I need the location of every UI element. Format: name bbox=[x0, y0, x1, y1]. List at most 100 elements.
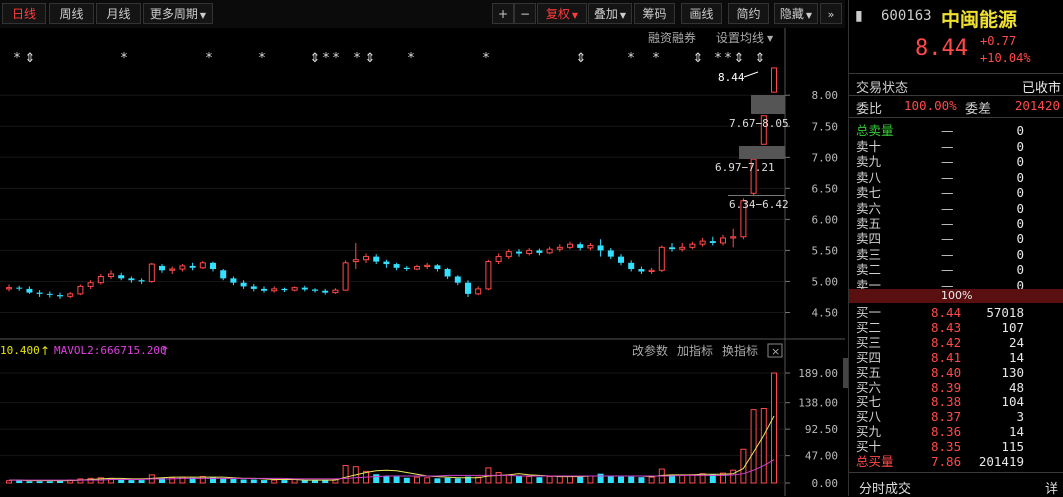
simple-mode-button[interactable]: 简约 bbox=[728, 3, 769, 24]
sell-total-value: 0 bbox=[1016, 123, 1024, 138]
kline-chart[interactable]: 融资融券 设置均线 ▼ * ⇕ * * * ⇕ * * * ⇕ * * ⇕ * * ⇕ * * ⇕ ⇕ 8.00 7.5… bbox=[0, 28, 849, 496]
add-indicator-button[interactable]: 加指标 bbox=[677, 343, 713, 358]
buy-order-row[interactable]: 买二 8.43 107 bbox=[849, 319, 1063, 336]
menu-icon[interactable]: ▮ bbox=[855, 8, 863, 24]
volume-bar-down bbox=[26, 481, 33, 483]
candle-body-down bbox=[240, 282, 247, 287]
zoom-out-button[interactable]: − bbox=[514, 3, 536, 24]
detail-button[interactable]: 详 bbox=[1044, 482, 1058, 497]
volume-bar-down bbox=[516, 476, 522, 483]
sell-level-label: 卖七 bbox=[856, 185, 882, 201]
overlay-dropdown[interactable]: 叠加 ▼ bbox=[588, 3, 632, 24]
candle-body-down bbox=[669, 247, 675, 250]
buy-order-row[interactable]: 买六 8.39 48 bbox=[849, 379, 1063, 396]
candle-body-down bbox=[577, 244, 584, 248]
sell-order-row[interactable]: 卖二 — 0 bbox=[849, 261, 1063, 278]
sell-order-row[interactable]: 卖十 — 0 bbox=[849, 138, 1063, 155]
more-period-dropdown[interactable]: 更多周期 ▼ bbox=[143, 3, 213, 24]
candle-body-down bbox=[383, 261, 390, 265]
sell-order-row[interactable]: 卖五 — 0 bbox=[849, 215, 1063, 232]
sell-order-row[interactable]: 卖四 — 0 bbox=[849, 230, 1063, 247]
candles-layer bbox=[6, 67, 777, 299]
panel-splitter-handle[interactable] bbox=[843, 358, 849, 388]
draw-line-button[interactable]: 画线 bbox=[681, 3, 722, 24]
candle-body-up bbox=[271, 288, 278, 292]
sell-order-row[interactable]: 卖六 — 0 bbox=[849, 200, 1063, 217]
buy-order-row[interactable]: 买十 8.35 115 bbox=[849, 438, 1063, 455]
updown-marker-icon: ⇕ bbox=[25, 51, 36, 66]
sell-order-row[interactable]: 卖三 — 0 bbox=[849, 246, 1063, 263]
quote-panel: ▮ 600163 中闽能源 8.44 +0.77 +10.04% 交易状态 已收… bbox=[848, 0, 1063, 497]
candle-body-up bbox=[87, 282, 94, 287]
candle-body-down bbox=[210, 262, 216, 270]
price-change-pct: +10.04% bbox=[980, 51, 1031, 65]
event-markers[interactable]: * ⇕ * * * ⇕ * * * ⇕ * * ⇕ * * ⇕ * * ⇕ ⇕ bbox=[14, 51, 766, 66]
buy-order-row[interactable]: 买三 8.42 24 bbox=[849, 334, 1063, 351]
volume-bar-up bbox=[414, 476, 420, 484]
sell-order-row[interactable]: 卖七 — 0 bbox=[849, 184, 1063, 201]
close-indicator-button[interactable] bbox=[767, 343, 783, 358]
price-tick-label: 7.50 bbox=[812, 120, 839, 133]
buy-order-row[interactable]: 买八 8.37 3 bbox=[849, 408, 1063, 425]
sell-level-label: 卖三 bbox=[856, 246, 882, 262]
asterisk-marker-icon: * bbox=[323, 51, 330, 66]
sell-order-row[interactable]: 卖八 — 0 bbox=[849, 169, 1063, 186]
fuquan-dropdown[interactable]: 复权 ▼ bbox=[537, 3, 587, 24]
candle-body-down bbox=[536, 250, 543, 253]
candle-body-down bbox=[618, 256, 624, 263]
set-ma-link[interactable]: 设置均线 bbox=[716, 31, 764, 45]
tab-weekly[interactable]: 周线 bbox=[49, 3, 94, 24]
switch-indicator-button[interactable]: 换指标 bbox=[722, 343, 758, 358]
buy-total-label: 总买量 bbox=[856, 454, 894, 469]
change-params-button[interactable]: 改参数 bbox=[632, 343, 668, 358]
volume-bar-down bbox=[46, 481, 53, 483]
candle-body-down bbox=[57, 295, 63, 297]
candle-body-down bbox=[709, 241, 716, 243]
rzrq-link[interactable]: 融资融券 bbox=[648, 30, 696, 45]
collapse-panel-icon[interactable]: » bbox=[820, 3, 842, 24]
hide-dropdown[interactable]: 隐藏 ▼ bbox=[774, 3, 818, 24]
chart-toolbar: 日线 周线 月线 更多周期 ▼ + − 复权 ▼ 叠加 ▼ 筹码 画线 简约 隐藏 ▼ … bbox=[0, 0, 845, 28]
candle-body-up bbox=[199, 262, 206, 269]
sell-order-row[interactable]: 卖九 — 0 bbox=[849, 153, 1063, 170]
tab-monthly[interactable]: 月线 bbox=[96, 3, 141, 24]
candle-body-down bbox=[403, 267, 410, 270]
sell-level-label: 卖九 bbox=[856, 154, 882, 170]
tab-tick-trades[interactable]: 分时成交 bbox=[859, 482, 912, 497]
sell-level-label: 卖六 bbox=[856, 200, 882, 216]
sell-level-volume: 0 bbox=[1016, 231, 1024, 247]
sell-level-label: 卖五 bbox=[856, 216, 882, 231]
candle-body-up bbox=[546, 248, 553, 254]
candle-body-up bbox=[179, 265, 186, 270]
sell-order-row[interactable]: 卖一 — 0 bbox=[849, 277, 1063, 294]
chips-button[interactable]: 筹码 bbox=[634, 3, 675, 24]
buy-order-row[interactable]: 买七 8.38 104 bbox=[849, 393, 1063, 410]
buy-level-volume: 14 bbox=[1008, 424, 1024, 440]
stock-name: 中闽能源 bbox=[941, 9, 1018, 31]
candle-body-down bbox=[516, 251, 522, 254]
candle-body-up bbox=[108, 273, 114, 277]
volume-bar-up bbox=[760, 408, 767, 484]
buy-order-row[interactable]: 买一 8.44 57018 bbox=[849, 304, 1063, 321]
buy-level-price: 8.36 bbox=[931, 424, 962, 440]
volume-bar-down bbox=[373, 474, 380, 483]
zoom-in-button[interactable]: + bbox=[492, 3, 514, 24]
trade-status-label: 交易状态 bbox=[856, 81, 909, 96]
buy-level-label: 买六 bbox=[856, 379, 882, 395]
updown-marker-icon: ⇕ bbox=[734, 51, 745, 66]
candle-body-down bbox=[261, 288, 267, 291]
buy-level-label: 买二 bbox=[856, 319, 882, 335]
volume-tick-label: 189.00 bbox=[798, 367, 838, 380]
candle-body-up bbox=[658, 246, 665, 271]
tab-daily[interactable]: 日线 bbox=[2, 3, 46, 24]
candle-body-down bbox=[250, 286, 257, 289]
volume-bar-down bbox=[210, 477, 216, 483]
buy-order-row[interactable]: 买五 8.40 130 bbox=[849, 364, 1063, 381]
candle-body-up bbox=[760, 115, 767, 145]
sell-level-volume: 0 bbox=[1016, 277, 1024, 293]
buy-order-row[interactable]: 买九 8.36 14 bbox=[849, 423, 1063, 440]
buy-order-row[interactable]: 买四 8.41 14 bbox=[849, 349, 1063, 366]
arrow-up-icon: ↑ bbox=[40, 344, 50, 358]
candle-body-down bbox=[607, 250, 614, 257]
candle-body-down bbox=[301, 287, 308, 290]
